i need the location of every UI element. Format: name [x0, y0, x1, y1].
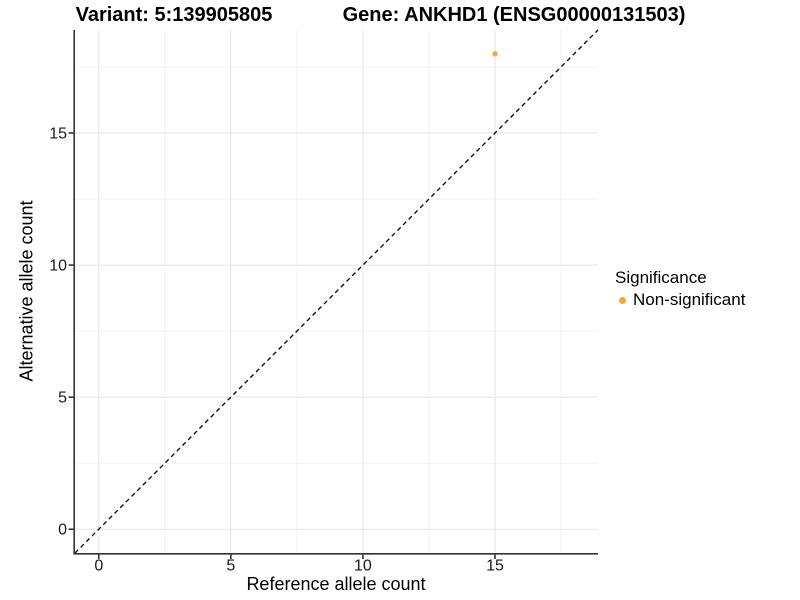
legend-point-icon — [619, 296, 626, 304]
legend: Significance Non-significant — [615, 268, 745, 310]
x-axis-title: Reference allele count — [246, 574, 426, 594]
x-tick-label: 5 — [226, 558, 235, 575]
identity-dashed-line — [74, 29, 599, 554]
legend-item-label: Non-significant — [633, 290, 746, 309]
x-tick-label: 15 — [486, 558, 504, 575]
plot-title-gene: Gene: ANKHD1 (ENSG00000131503) — [342, 4, 686, 26]
y-tick-label: 5 — [58, 390, 67, 407]
y-tick-label: 15 — [49, 126, 67, 143]
x-tick-label: 10 — [354, 558, 372, 575]
y-tick-label: 10 — [49, 258, 67, 275]
y-tick-label: 0 — [58, 522, 67, 539]
legend-title: Significance — [615, 268, 707, 287]
legend-item: Non-significant — [615, 290, 745, 310]
x-tick-label: 0 — [94, 558, 103, 575]
plot-title-variant: Variant: 5:139905805 — [75, 4, 273, 26]
y-axis-title: Alternative allele count — [16, 200, 37, 382]
data-point — [492, 51, 498, 57]
